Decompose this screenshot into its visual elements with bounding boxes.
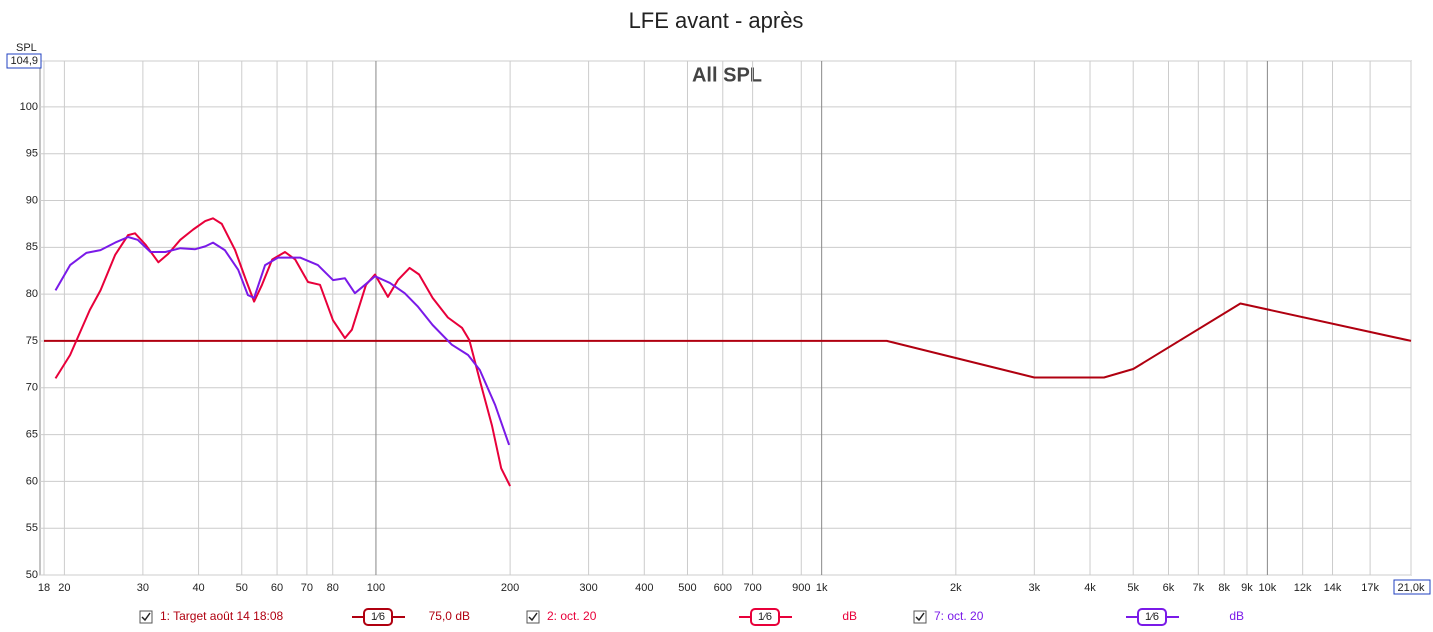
y-tick-label: 55 — [26, 522, 38, 534]
x-tick-label: 6k — [1163, 582, 1175, 594]
legend-name: 2: oct. 20 — [547, 609, 597, 623]
y-tick-label: 65 — [26, 428, 38, 440]
x-tick-label: 700 — [743, 582, 761, 594]
legend-name: 7: oct. 20 — [934, 609, 984, 623]
x-tick-label: 500 — [678, 582, 696, 594]
chart-subtitle: All SPL — [692, 64, 762, 86]
legend-offset: 75,0 dB — [429, 609, 470, 623]
chart-title: LFE avant - après — [629, 8, 804, 33]
x-tick-label: 17k — [1361, 582, 1379, 594]
y-tick-label: 95 — [26, 148, 38, 160]
x-tick-label: 60 — [271, 582, 283, 594]
x-tick-label: 50 — [236, 582, 248, 594]
legend-smoothing: 1⁄6 — [758, 611, 772, 623]
legend-smoothing-box[interactable] — [363, 608, 393, 626]
series-line — [44, 302, 1412, 379]
axis-end-box — [1393, 579, 1431, 595]
x-tick-label: 14k — [1324, 582, 1342, 594]
x-tick-label: 18 — [38, 582, 50, 594]
y-tick-label: 50 — [26, 569, 38, 581]
x-tick-label: 80 — [327, 582, 339, 594]
y-tick-label: 85 — [26, 241, 38, 253]
legend-smoothing: 1⁄6 — [371, 611, 385, 623]
x-tick-label: 70 — [301, 582, 313, 594]
y-tick-label: 60 — [26, 475, 38, 487]
legend-check — [915, 612, 925, 622]
y-axis-label: SPL — [16, 42, 37, 54]
x-tick-label: 5k — [1127, 582, 1139, 594]
plot-frame — [39, 60, 1412, 576]
series-line — [54, 236, 511, 446]
x-tick-label: 8k — [1218, 582, 1230, 594]
axis-end-box — [6, 53, 42, 69]
series-line — [54, 217, 511, 487]
legend-checkbox[interactable] — [526, 610, 540, 624]
x-tick-label: 40 — [192, 582, 204, 594]
y-tick-label: 75 — [26, 335, 38, 347]
legend-smoothing-box[interactable] — [750, 608, 780, 626]
legend-smoothing: 1⁄6 — [1145, 611, 1159, 623]
legend-checkbox[interactable] — [139, 610, 153, 624]
legend-checkbox[interactable] — [913, 610, 927, 624]
y-tick-label: 70 — [26, 382, 38, 394]
x-tick-label: 9k — [1241, 582, 1253, 594]
x-tick-label: 1k — [816, 582, 828, 594]
x-tick-label: 900 — [792, 582, 810, 594]
x-tick-label: 300 — [579, 582, 597, 594]
x-tick-label: 30 — [137, 582, 149, 594]
legend-check — [528, 612, 538, 622]
x-tick-label: 400 — [635, 582, 653, 594]
legend-offset: dB — [1229, 609, 1244, 623]
y-tick-label: 80 — [26, 288, 38, 300]
legend-smoothing-box[interactable] — [1137, 608, 1167, 626]
x-tick-label: 10k — [1259, 582, 1277, 594]
x-tick-label: 21,0k — [1398, 582, 1425, 594]
y-tick-label: 104,9 — [10, 55, 38, 67]
x-tick-label: 7k — [1193, 582, 1205, 594]
y-tick-label: 100 — [20, 101, 38, 113]
legend-name: 1: Target août 14 18:08 — [160, 609, 284, 623]
x-tick-label: 100 — [367, 582, 385, 594]
x-tick-label: 3k — [1029, 582, 1041, 594]
x-tick-label: 12k — [1294, 582, 1312, 594]
x-tick-label: 200 — [501, 582, 519, 594]
x-tick-label: 4k — [1084, 582, 1096, 594]
x-tick-label: 20 — [58, 582, 70, 594]
legend-offset: dB — [842, 609, 857, 623]
x-tick-label: 600 — [714, 582, 732, 594]
y-tick-label: 90 — [26, 194, 38, 206]
legend-check — [141, 612, 151, 622]
x-tick-label: 2k — [950, 582, 962, 594]
